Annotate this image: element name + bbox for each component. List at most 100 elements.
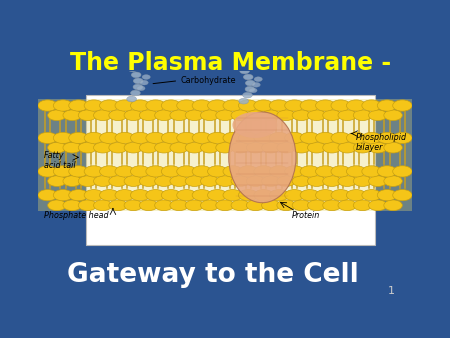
Circle shape <box>377 190 397 201</box>
Circle shape <box>231 200 249 211</box>
Circle shape <box>254 77 262 81</box>
Circle shape <box>249 88 257 93</box>
Text: Protein: Protein <box>292 211 320 220</box>
Circle shape <box>201 110 219 121</box>
Circle shape <box>353 200 372 211</box>
Circle shape <box>38 190 57 201</box>
Circle shape <box>84 190 104 201</box>
Circle shape <box>277 110 295 121</box>
Circle shape <box>216 176 234 187</box>
Circle shape <box>246 110 265 121</box>
Circle shape <box>170 110 189 121</box>
Circle shape <box>223 100 243 111</box>
Text: Phosphate head: Phosphate head <box>44 211 108 220</box>
Circle shape <box>231 142 249 153</box>
Circle shape <box>170 142 189 153</box>
Circle shape <box>269 190 289 201</box>
Circle shape <box>155 176 173 187</box>
Circle shape <box>140 110 158 121</box>
Circle shape <box>238 190 258 201</box>
Circle shape <box>240 68 249 74</box>
Circle shape <box>99 190 119 201</box>
Circle shape <box>338 200 356 211</box>
Circle shape <box>331 166 351 177</box>
Circle shape <box>130 100 150 111</box>
Circle shape <box>238 100 258 111</box>
Circle shape <box>393 190 412 201</box>
Circle shape <box>269 132 289 144</box>
Circle shape <box>207 166 227 177</box>
Circle shape <box>94 142 112 153</box>
Circle shape <box>48 110 66 121</box>
Circle shape <box>307 110 326 121</box>
Circle shape <box>115 100 135 111</box>
Circle shape <box>99 166 119 177</box>
Circle shape <box>231 176 249 187</box>
Circle shape <box>223 190 243 201</box>
Circle shape <box>155 142 173 153</box>
Circle shape <box>115 132 135 144</box>
Circle shape <box>177 190 196 201</box>
Circle shape <box>285 166 304 177</box>
Circle shape <box>161 100 181 111</box>
Circle shape <box>124 176 143 187</box>
Circle shape <box>307 142 326 153</box>
Circle shape <box>130 132 150 144</box>
Circle shape <box>170 200 189 211</box>
Circle shape <box>53 132 73 144</box>
Circle shape <box>69 190 88 201</box>
Circle shape <box>362 190 381 201</box>
Circle shape <box>216 200 234 211</box>
Circle shape <box>133 78 143 84</box>
Circle shape <box>300 190 320 201</box>
Circle shape <box>393 132 412 144</box>
Circle shape <box>115 190 135 201</box>
Circle shape <box>201 176 219 187</box>
Circle shape <box>109 200 127 211</box>
Circle shape <box>140 80 148 85</box>
Circle shape <box>369 200 387 211</box>
Circle shape <box>338 142 356 153</box>
Circle shape <box>99 132 119 144</box>
Circle shape <box>384 142 402 153</box>
Circle shape <box>300 132 320 144</box>
Circle shape <box>109 176 127 187</box>
Circle shape <box>177 100 196 111</box>
Circle shape <box>161 190 181 201</box>
Text: Gateway to the Cell: Gateway to the Cell <box>67 262 359 288</box>
Circle shape <box>353 110 372 121</box>
Circle shape <box>338 176 356 187</box>
Circle shape <box>353 176 372 187</box>
Circle shape <box>155 200 173 211</box>
Circle shape <box>384 200 402 211</box>
Circle shape <box>63 200 81 211</box>
Circle shape <box>146 100 165 111</box>
Circle shape <box>323 110 341 121</box>
Circle shape <box>223 166 243 177</box>
Circle shape <box>245 80 255 86</box>
Circle shape <box>177 132 196 144</box>
Circle shape <box>261 110 280 121</box>
Circle shape <box>53 166 73 177</box>
Circle shape <box>346 190 366 201</box>
Circle shape <box>307 176 326 187</box>
Circle shape <box>130 190 150 201</box>
Circle shape <box>99 100 119 111</box>
Circle shape <box>207 100 227 111</box>
Circle shape <box>315 132 335 144</box>
Ellipse shape <box>233 112 277 138</box>
Circle shape <box>115 166 135 177</box>
Circle shape <box>130 166 150 177</box>
Circle shape <box>223 132 243 144</box>
Circle shape <box>127 96 136 102</box>
Circle shape <box>84 100 104 111</box>
Circle shape <box>307 200 326 211</box>
Circle shape <box>231 110 249 121</box>
Circle shape <box>128 66 137 72</box>
Circle shape <box>346 132 366 144</box>
Circle shape <box>277 200 295 211</box>
Circle shape <box>48 200 66 211</box>
Circle shape <box>300 100 320 111</box>
Circle shape <box>63 176 81 187</box>
Circle shape <box>292 176 310 187</box>
